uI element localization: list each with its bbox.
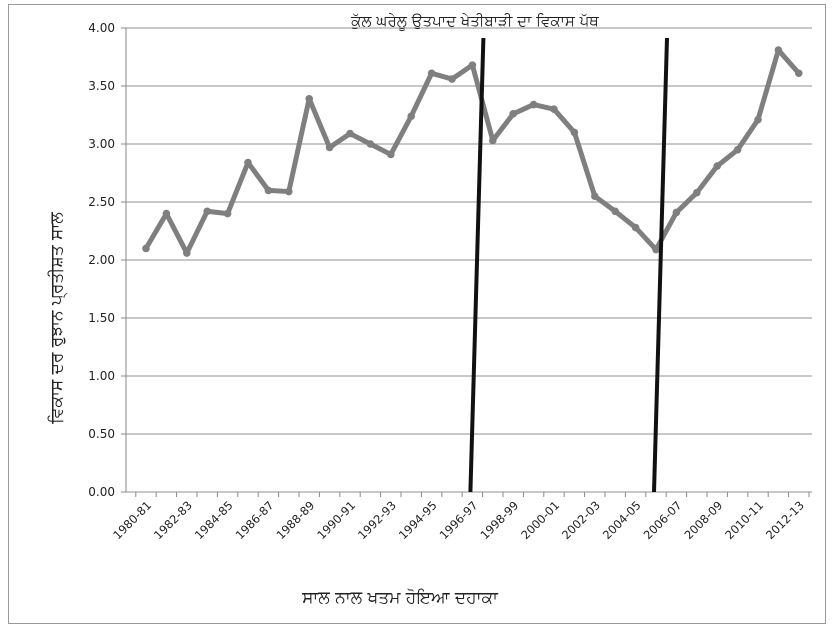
data-point bbox=[162, 209, 171, 218]
y-tick-label: 0.50 bbox=[88, 427, 115, 441]
x-axis-ticks: 1980-811982-831984-851986-871988-891990-… bbox=[110, 492, 810, 542]
data-point bbox=[754, 115, 762, 124]
y-tick-label: 2.50 bbox=[88, 195, 115, 209]
x-tick-label: 1982-83 bbox=[151, 498, 195, 542]
x-tick-label: 1994-95 bbox=[396, 498, 440, 542]
chart-title: ਕੁੱਲ ਘਰੇਲੂ ਉਤਪਾਦ ਖੇਤੀਬਾੜੀ ਦਾ ਵਿਕਾਸ ਪੱਥ bbox=[350, 12, 599, 30]
x-tick-label: 1988-89 bbox=[273, 498, 317, 542]
data-point bbox=[264, 186, 273, 195]
data-point bbox=[489, 136, 497, 145]
data-point bbox=[509, 110, 517, 118]
x-tick-label: 2004-05 bbox=[600, 498, 644, 542]
data-point bbox=[142, 244, 150, 253]
x-tick-label: 1984-85 bbox=[192, 498, 236, 542]
data-point bbox=[407, 112, 416, 120]
x-tick-label: 2008-09 bbox=[681, 498, 725, 542]
y-tick-label: 2.00 bbox=[88, 253, 115, 267]
data-point bbox=[346, 129, 354, 138]
data-point bbox=[672, 208, 681, 217]
y-tick-label: 1.50 bbox=[88, 311, 115, 325]
data-point bbox=[713, 162, 721, 170]
x-tick-label: 2002-03 bbox=[559, 498, 603, 542]
y-axis-label: ਵਿਕਾਸ ਦਰ ਰੁਝਾਨ ਪ੍ਰਤੀਸ਼ਤ ਸਾਲ bbox=[47, 212, 68, 425]
data-point bbox=[550, 105, 558, 113]
chart-frame bbox=[8, 4, 826, 624]
y-tick-label: 3.00 bbox=[88, 137, 115, 151]
data-point bbox=[795, 69, 803, 78]
data-point bbox=[468, 61, 477, 69]
y-tick-label: 1.00 bbox=[88, 369, 115, 383]
series-layer bbox=[142, 46, 803, 257]
data-point bbox=[203, 207, 211, 216]
data-point bbox=[652, 245, 660, 254]
x-axis-label: ਸਾਲ ਨਾਲ ਖਤਮ ਹੋਇਆ ਦਹਾਕਾ bbox=[301, 588, 499, 608]
data-point bbox=[774, 46, 783, 54]
data-point bbox=[223, 209, 232, 218]
x-tick-label: 1992-93 bbox=[355, 498, 399, 542]
data-point bbox=[305, 94, 314, 103]
y-axis-ticks: 0.00 0.50 1.00 1.50 2.00 2.50 3.00 3.50 4.00 bbox=[88, 21, 126, 499]
data-point bbox=[529, 100, 538, 109]
data-point bbox=[244, 158, 252, 167]
x-tick-label: 2010-11 bbox=[722, 498, 766, 542]
y-tick-label: 0.00 bbox=[88, 485, 115, 499]
x-tick-label: 1998-99 bbox=[477, 498, 521, 542]
data-point bbox=[183, 249, 191, 257]
data-point bbox=[387, 150, 395, 159]
data-point bbox=[448, 75, 456, 83]
data-point bbox=[285, 187, 293, 196]
x-tick-label: 2006-07 bbox=[641, 498, 685, 542]
x-tick-label: 1990-91 bbox=[314, 498, 358, 542]
y-tick-label: 3.50 bbox=[88, 79, 115, 93]
data-point bbox=[570, 128, 579, 137]
x-tick-label: 2012-13 bbox=[763, 498, 807, 542]
x-tick-label: 1996-97 bbox=[437, 498, 481, 542]
x-tick-label: 2000-01 bbox=[518, 498, 562, 542]
x-tick-label: 1986-87 bbox=[233, 498, 277, 542]
gridlines bbox=[125, 27, 812, 493]
data-point bbox=[733, 146, 742, 154]
data-point bbox=[611, 207, 619, 216]
data-point bbox=[693, 188, 701, 197]
data-point bbox=[325, 143, 334, 152]
data-point bbox=[427, 69, 436, 78]
data-point bbox=[591, 192, 599, 200]
data-point bbox=[366, 140, 375, 148]
x-tick-label: 1980-81 bbox=[110, 498, 154, 542]
y-tick-label: 4.00 bbox=[88, 21, 115, 35]
period-marker-lines bbox=[468, 37, 669, 493]
series-line bbox=[143, 47, 802, 256]
data-point bbox=[631, 223, 640, 232]
period-marker-line bbox=[468, 37, 486, 493]
period-marker-line bbox=[652, 37, 669, 493]
